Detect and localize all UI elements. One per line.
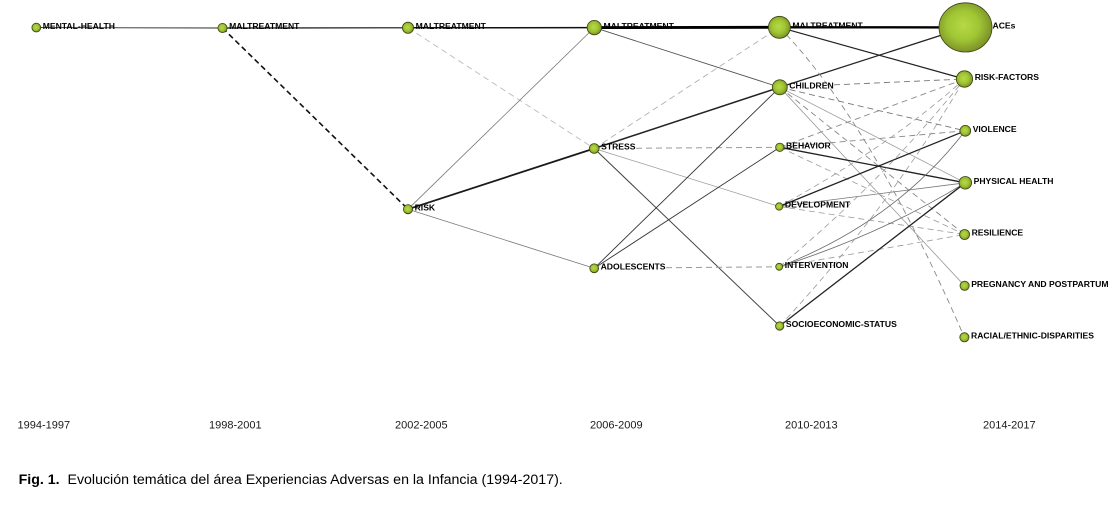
svg-text:ACEs: ACEs — [993, 21, 1016, 31]
svg-text:STRESS: STRESS — [601, 142, 636, 152]
svg-text:MALTREATMENT: MALTREATMENT — [792, 21, 863, 31]
svg-text:RESILIENCE: RESILIENCE — [972, 228, 1024, 238]
svg-text:RISK: RISK — [415, 202, 436, 212]
svg-text:CHILDREN: CHILDREN — [789, 81, 833, 91]
svg-text:MALTREATMENT: MALTREATMENT — [416, 21, 487, 31]
svg-text:MALTREATMENT: MALTREATMENT — [604, 21, 675, 31]
svg-text:SOCIOECONOMIC-STATUS: SOCIOECONOMIC-STATUS — [786, 319, 897, 329]
svg-text:ADOLESCENTS: ADOLESCENTS — [601, 262, 666, 272]
svg-text:2002-2005: 2002-2005 — [395, 420, 448, 432]
svg-text:MENTAL-HEALTH: MENTAL-HEALTH — [43, 21, 115, 31]
svg-text:RACIAL/ETHNIC-DISPARITIES: RACIAL/ETHNIC-DISPARITIES — [971, 331, 1094, 341]
svg-text:2014-2017: 2014-2017 — [983, 420, 1036, 432]
svg-text:1998-2001: 1998-2001 — [209, 420, 262, 432]
svg-text:Fig. 1. Evolución temática de: Fig. 1. Evolución temática del área Expe… — [19, 472, 563, 488]
svg-text:2010-2013: 2010-2013 — [785, 420, 838, 432]
svg-text:1994-1997: 1994-1997 — [18, 420, 71, 432]
svg-text:INTERVENTION: INTERVENTION — [785, 260, 849, 270]
svg-text:MALTREATMENT: MALTREATMENT — [229, 21, 300, 31]
svg-text:BEHAVIOR: BEHAVIOR — [786, 141, 832, 151]
svg-text:PREGNANCY AND POSTPARTUM: PREGNANCY AND POSTPARTUM — [971, 279, 1108, 289]
svg-text:2006-2009: 2006-2009 — [590, 420, 643, 432]
svg-text:VIOLENCE: VIOLENCE — [973, 124, 1017, 134]
svg-text:DEVELOPMENT: DEVELOPMENT — [785, 200, 851, 210]
svg-text:PHYSICAL HEALTH: PHYSICAL HEALTH — [974, 176, 1054, 186]
svg-text:RISK-FACTORS: RISK-FACTORS — [975, 72, 1040, 82]
